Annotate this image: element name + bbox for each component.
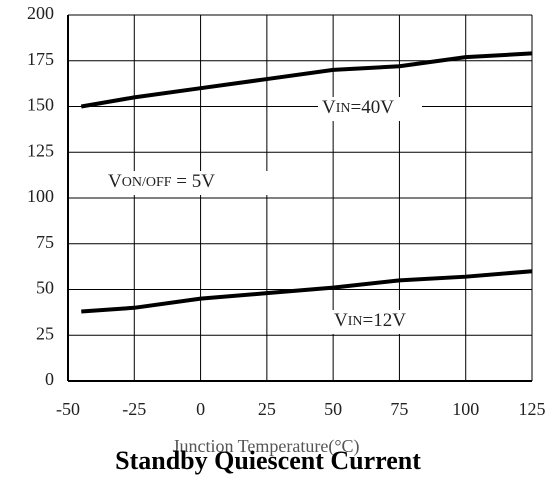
- y-tick-label: 200: [27, 3, 54, 23]
- annotation-part: =40V: [351, 97, 395, 118]
- annotation-part: IN: [336, 101, 351, 116]
- annotation-background: [104, 171, 304, 195]
- x-tick-label: 50: [324, 399, 342, 419]
- y-tick-label: 75: [36, 232, 54, 252]
- annotation-part: =12V: [363, 310, 407, 331]
- annotation-background: [318, 97, 422, 121]
- annotation-part: = 5V: [172, 171, 216, 192]
- y-tick-label: 100: [27, 186, 54, 206]
- annotation-background: [330, 310, 434, 334]
- x-tick-label: 100: [452, 399, 479, 419]
- x-tick-label: 0: [196, 399, 205, 419]
- y-tick-label: 25: [36, 323, 54, 343]
- y-tick-label: 150: [27, 95, 54, 115]
- annotation-part: ON/OFF: [122, 175, 172, 190]
- data-line: [80, 51, 533, 109]
- y-tick-label: 175: [27, 49, 54, 69]
- data-line: [81, 269, 533, 314]
- annotation-part: IN: [348, 314, 363, 329]
- annotation-part: V: [322, 97, 336, 118]
- annotation-part: V: [108, 171, 122, 192]
- y-tick-label: 50: [36, 278, 54, 298]
- annotation: VIN=40V: [322, 97, 394, 118]
- y-tick-label: 0: [45, 369, 54, 389]
- x-tick-label: 125: [519, 399, 546, 419]
- annotation: VON/OFF = 5V: [108, 171, 215, 192]
- annotation-part: V: [334, 310, 348, 331]
- x-tick-label: -50: [56, 399, 80, 419]
- chart-title: Standby Quiescent Current: [115, 446, 421, 475]
- x-axis-label: Junction Temperature(°C): [172, 436, 359, 457]
- x-tick-label: 75: [390, 399, 408, 419]
- x-tick-label: 25: [258, 399, 276, 419]
- x-tick-label: -25: [122, 399, 146, 419]
- annotation: VIN=12V: [334, 310, 406, 331]
- y-tick-label: 125: [27, 140, 54, 160]
